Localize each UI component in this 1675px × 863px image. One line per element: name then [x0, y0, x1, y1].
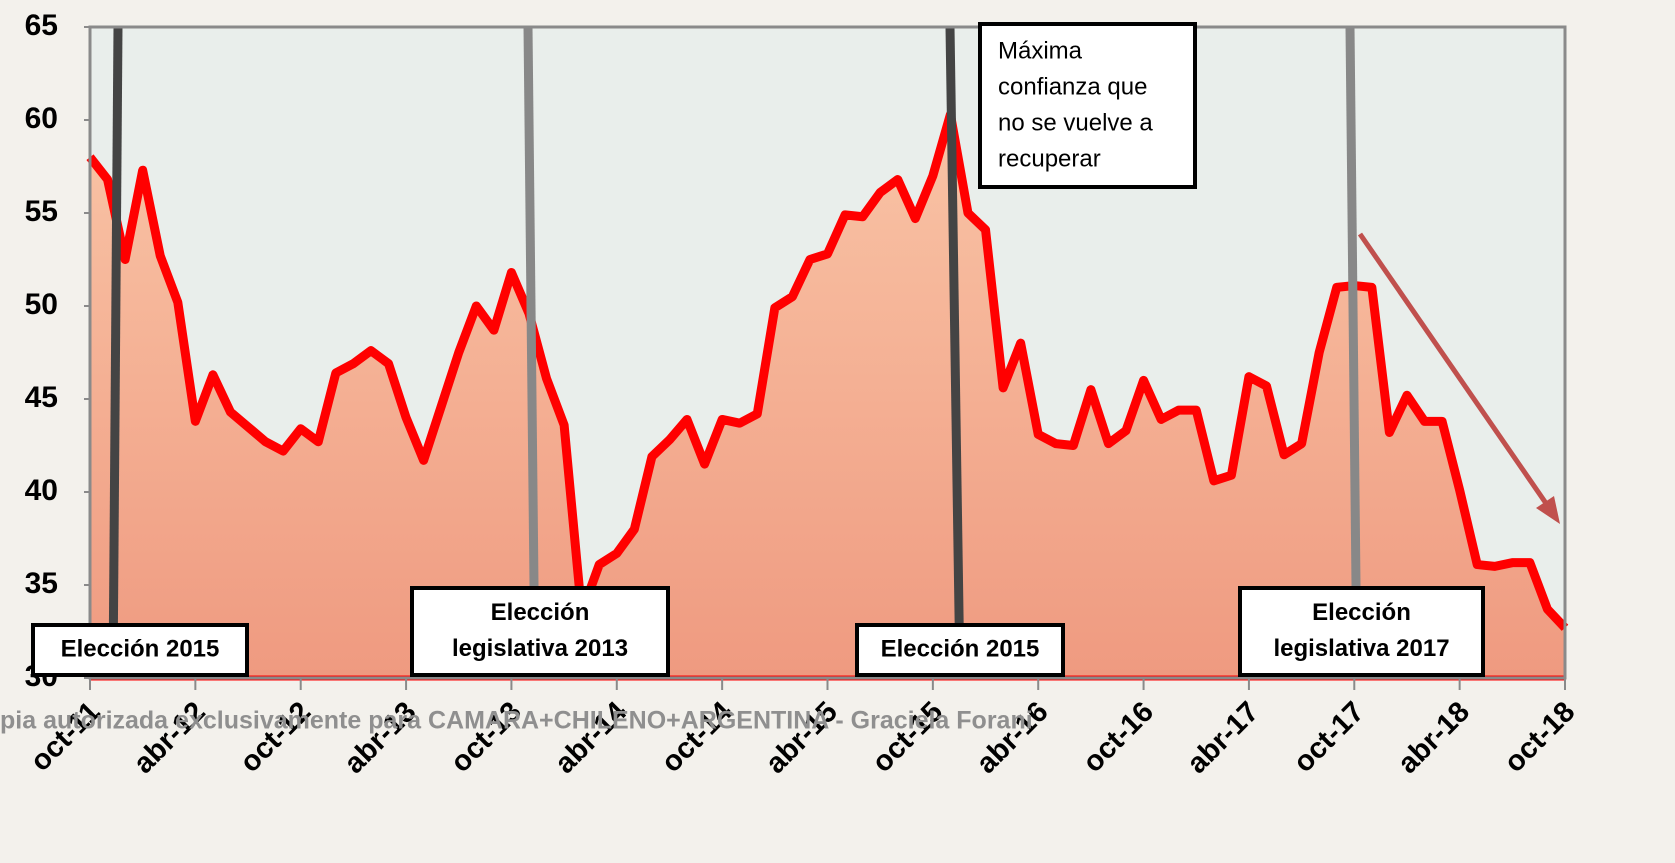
annotation-text: confianza que [998, 73, 1147, 100]
annotation-text: legislativa 2017 [1273, 635, 1449, 662]
watermark: pia autorizada exclusivamente para CAMAR… [0, 707, 1033, 735]
y-tick-label: 60 [25, 102, 58, 135]
x-tick-label: abr-17 [1181, 696, 1265, 780]
x-tick-label: oct-18 [1498, 696, 1581, 779]
annotation-text: Elección 2015 [881, 635, 1040, 662]
y-tick-label: 45 [25, 381, 58, 414]
y-tick-label: 55 [25, 195, 58, 228]
event-line [113, 27, 118, 678]
x-tick-label: oct-16 [1077, 696, 1160, 779]
annotation-text: Elección [1312, 599, 1411, 626]
annotation-text: no se vuelve a [998, 109, 1153, 136]
annotation-text: Elección [491, 599, 590, 626]
annotation-text: legislativa 2013 [452, 635, 628, 662]
chart: 3035404550556065oct-11abr-12oct-12abr-13… [0, 0, 1675, 863]
annotation-text: recuperar [998, 145, 1101, 172]
x-tick-label: oct-17 [1288, 696, 1371, 779]
y-tick-label: 40 [25, 474, 58, 507]
annotation-text: Máxima [998, 37, 1083, 64]
y-tick-label: 50 [25, 288, 58, 321]
y-tick-label: 35 [25, 567, 58, 600]
y-tick-label: 65 [25, 9, 58, 42]
x-tick-label: abr-18 [1392, 696, 1476, 780]
annotation-text: Elección 2015 [61, 635, 220, 662]
